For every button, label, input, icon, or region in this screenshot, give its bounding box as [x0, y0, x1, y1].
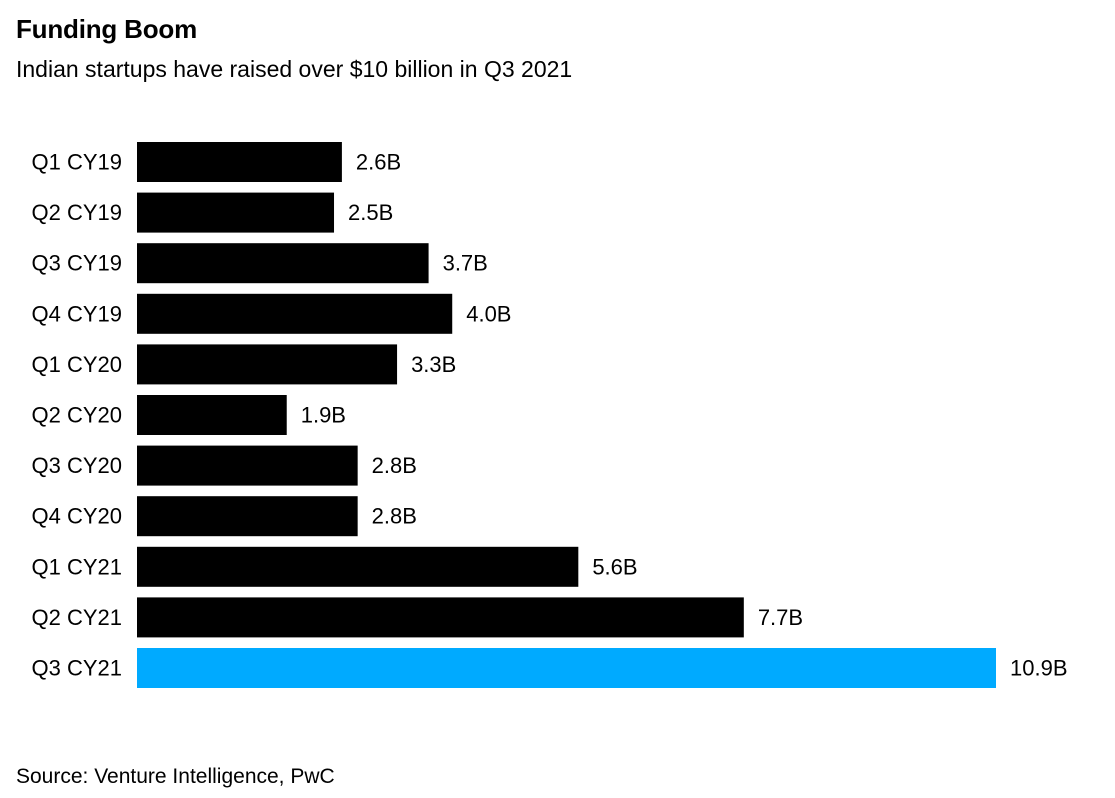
bar-q2-cy20: [137, 395, 287, 435]
value-label-q4-cy20: 2.8B: [372, 504, 417, 529]
category-label-q1-cy20: Q1 CY20: [32, 352, 123, 377]
chart-title: Funding Boom: [16, 14, 197, 44]
value-label-q2-cy19: 2.5B: [348, 200, 393, 225]
category-label-q3-cy20: Q3 CY20: [32, 453, 123, 478]
bar-q4-cy19: [137, 293, 453, 334]
category-label-q2-cy20: Q2 CY20: [32, 403, 123, 428]
value-label-q3-cy19: 3.7B: [443, 251, 488, 276]
bar-q2-cy19: [137, 192, 335, 233]
category-label-q4-cy20: Q4 CY20: [32, 504, 123, 529]
category-label-q3-cy21: Q3 CY21: [32, 656, 123, 681]
value-label-q2-cy21: 7.7B: [758, 605, 803, 630]
category-label-q2-cy21: Q2 CY21: [32, 605, 123, 630]
bar-q3-cy21: [137, 648, 996, 688]
value-label-q1-cy20: 3.3B: [411, 352, 456, 377]
category-label-q1-cy19: Q1 CY19: [32, 150, 123, 175]
value-label-q3-cy21: 10.9B: [1010, 656, 1068, 681]
bar-q4-cy20: [137, 496, 358, 537]
source-note: Source: Venture Intelligence, PwC: [16, 765, 335, 788]
chart-subtitle: Indian startups have raised over $10 bil…: [16, 56, 573, 82]
bar-q2-cy21: [137, 597, 744, 638]
value-label-q2-cy20: 1.9B: [301, 403, 346, 428]
value-label-q3-cy20: 2.8B: [372, 453, 417, 478]
category-label-q3-cy19: Q3 CY19: [32, 251, 123, 276]
category-label-q4-cy19: Q4 CY19: [32, 301, 123, 326]
bar-q1-cy21: [137, 546, 579, 587]
value-label-q1-cy21: 5.6B: [592, 554, 637, 579]
bar-q3-cy19: [137, 243, 429, 284]
bar-q1-cy19: [137, 142, 342, 182]
bar-q3-cy20: [137, 445, 358, 486]
bar-q1-cy20: [137, 344, 398, 385]
category-label-q2-cy19: Q2 CY19: [32, 200, 123, 225]
value-label-q1-cy19: 2.6B: [356, 150, 401, 175]
category-label-q1-cy21: Q1 CY21: [32, 554, 123, 579]
value-label-q4-cy19: 4.0B: [466, 301, 511, 326]
